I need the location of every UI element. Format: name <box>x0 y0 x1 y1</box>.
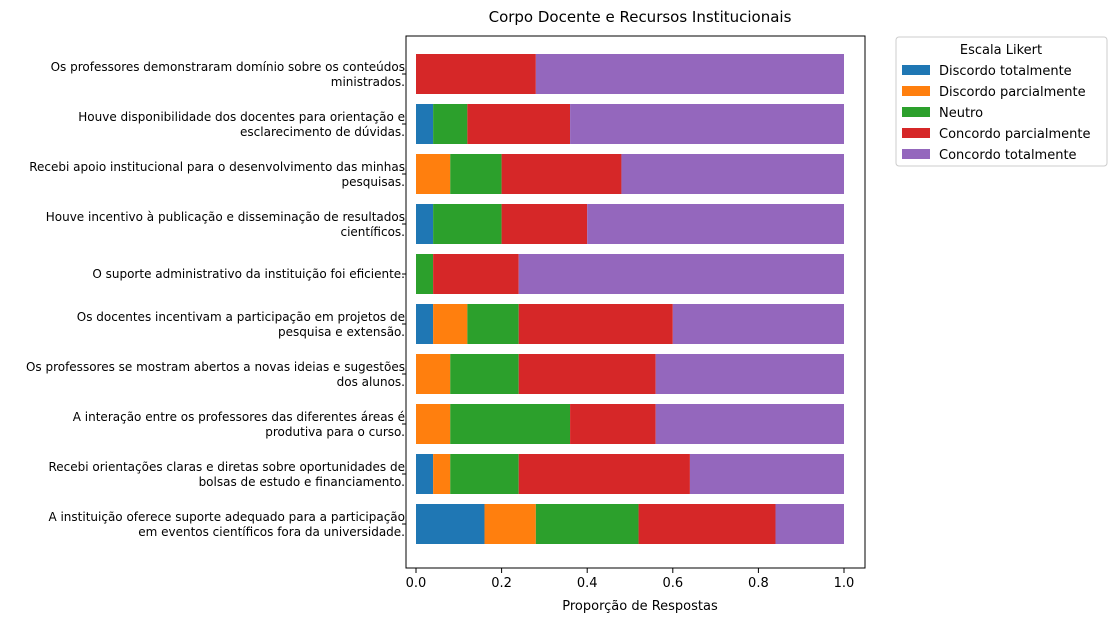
legend-label: Discordo parcialmente <box>939 85 1086 100</box>
legend-label: Concordo parcialmente <box>939 127 1090 142</box>
bar-segment <box>450 404 571 444</box>
bar-segment <box>689 454 844 494</box>
bar-segment <box>655 354 844 394</box>
bar-segment <box>587 204 844 244</box>
bar-segment <box>450 454 519 494</box>
y-tick-label: bolsas de estudo e financiamento. <box>199 475 405 489</box>
plot-frame <box>405 35 866 569</box>
bar-segment <box>416 504 485 544</box>
bar-segment <box>416 454 434 494</box>
legend-swatch <box>902 128 930 138</box>
bars-group <box>416 54 844 544</box>
legend: Escala Likert Discordo totalmenteDiscord… <box>895 36 1108 167</box>
x-tick-label: 0.8 <box>748 576 769 591</box>
bar-segment <box>416 254 434 294</box>
bar-segment <box>416 154 451 194</box>
x-tick-label: 0.2 <box>491 576 512 591</box>
y-tick-label: ministrados. <box>331 75 405 89</box>
bar-segment <box>450 154 502 194</box>
bar-segment <box>484 504 536 544</box>
bar-segment <box>416 204 434 244</box>
x-tick-label: 0.6 <box>662 576 683 591</box>
bar-segment <box>416 104 434 144</box>
legend-swatch <box>902 86 930 96</box>
bar-segment <box>433 254 519 294</box>
bar-segment <box>433 454 451 494</box>
bar-segment <box>518 254 844 294</box>
x-tick-label: 0.4 <box>577 576 598 591</box>
bar-segment <box>501 154 622 194</box>
bar-segment <box>672 304 844 344</box>
bar-segment <box>775 504 844 544</box>
bar-segment <box>655 404 844 444</box>
legend-swatch <box>902 149 930 159</box>
legend-label: Neutro <box>939 106 983 121</box>
y-tick-label: Os professores se mostram abertos a nova… <box>26 360 405 374</box>
y-tick-label: esclarecimento de dúvidas. <box>240 125 405 139</box>
x-axis-ticks: 0.0 0.2 0.4 0.6 0.8 1.0 <box>406 568 855 591</box>
x-axis-label: Proporção de Respostas <box>562 599 718 614</box>
bar-segment <box>467 304 519 344</box>
bar-segment <box>433 204 502 244</box>
bar-segment <box>518 354 656 394</box>
y-tick-label: Os professores demonstraram domínio sobr… <box>51 60 405 74</box>
y-tick-label: Recebi apoio institucional para o desenv… <box>29 160 405 174</box>
y-tick-label: Houve disponibilidade dos docentes para … <box>78 110 405 124</box>
bar-segment <box>416 404 451 444</box>
legend-label: Concordo totalmente <box>939 148 1077 163</box>
y-tick-labels: Os professores demonstraram domínio sobr… <box>26 60 406 539</box>
legend-swatch <box>902 65 930 75</box>
y-tick-label: A interação entre os professores das dif… <box>73 410 405 424</box>
legend-swatch <box>902 107 930 117</box>
bar-segment <box>535 504 639 544</box>
bar-segment <box>416 54 536 94</box>
y-tick-label: produtiva para o curso. <box>265 425 405 439</box>
bar-segment <box>570 104 844 144</box>
y-tick-label: dos alunos. <box>337 375 405 389</box>
y-tick-label: científicos. <box>340 225 405 239</box>
bar-segment <box>638 504 776 544</box>
bar-segment <box>450 354 519 394</box>
bar-segment <box>535 54 844 94</box>
y-tick-label: Houve incentivo à publicação e dissemina… <box>46 210 405 224</box>
legend-frame <box>895 36 1108 167</box>
bar-segment <box>433 104 468 144</box>
bar-segment <box>518 304 673 344</box>
bar-segment <box>433 304 468 344</box>
y-tick-label: A instituição oferece suporte adequado p… <box>48 510 405 524</box>
bar-segment <box>518 454 690 494</box>
x-tick-label: 1.0 <box>834 576 855 591</box>
bar-segment <box>621 154 844 194</box>
y-tick-label: pesquisas. <box>342 175 405 189</box>
y-tick-label: em eventos científicos fora da universid… <box>138 525 405 539</box>
y-tick-label: O suporte administrativo da instituição … <box>92 267 405 281</box>
legend-items: Discordo totalmente Discordo parcialmente… <box>902 64 1090 163</box>
legend-label: Discordo totalmente <box>939 64 1072 79</box>
bar-segment <box>416 304 434 344</box>
legend-title: Escala Likert <box>960 43 1042 58</box>
bar-segment <box>570 404 656 444</box>
bar-segment <box>467 104 571 144</box>
bar-segment <box>416 354 451 394</box>
chart-title: Corpo Docente e Recursos Institucionais <box>489 8 792 26</box>
y-tick-label: Os docentes incentivam a participação em… <box>77 310 405 324</box>
x-tick-label: 0.0 <box>406 576 427 591</box>
y-tick-label: pesquisa e extensão. <box>278 325 405 339</box>
bar-segment <box>501 204 588 244</box>
y-tick-label: Recebi orientações claras e diretas sobr… <box>48 460 405 474</box>
